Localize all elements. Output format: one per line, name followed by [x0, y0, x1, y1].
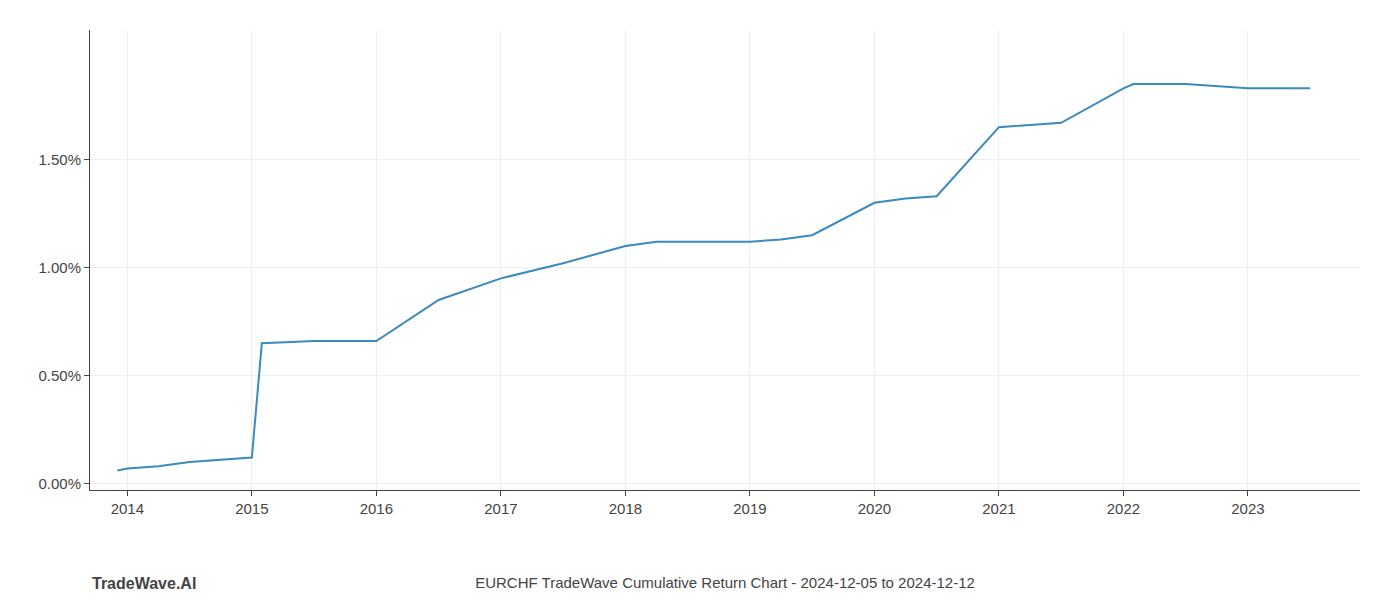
svg-text:2017: 2017 — [484, 500, 517, 517]
svg-text:2015: 2015 — [235, 500, 268, 517]
svg-text:0.00%: 0.00% — [38, 475, 81, 492]
svg-text:EURCHF TradeWave Cumulative Re: EURCHF TradeWave Cumulative Return Chart… — [475, 574, 975, 591]
svg-text:0.50%: 0.50% — [38, 367, 81, 384]
svg-text:2019: 2019 — [733, 500, 766, 517]
svg-text:2016: 2016 — [360, 500, 393, 517]
svg-text:2020: 2020 — [858, 500, 891, 517]
svg-text:2018: 2018 — [609, 500, 642, 517]
svg-text:1.00%: 1.00% — [38, 259, 81, 276]
svg-text:2014: 2014 — [111, 500, 144, 517]
svg-text:2021: 2021 — [982, 500, 1015, 517]
svg-text:TradeWave.AI: TradeWave.AI — [92, 575, 196, 592]
svg-text:1.50%: 1.50% — [38, 151, 81, 168]
svg-text:2023: 2023 — [1231, 500, 1264, 517]
svg-text:2022: 2022 — [1107, 500, 1140, 517]
